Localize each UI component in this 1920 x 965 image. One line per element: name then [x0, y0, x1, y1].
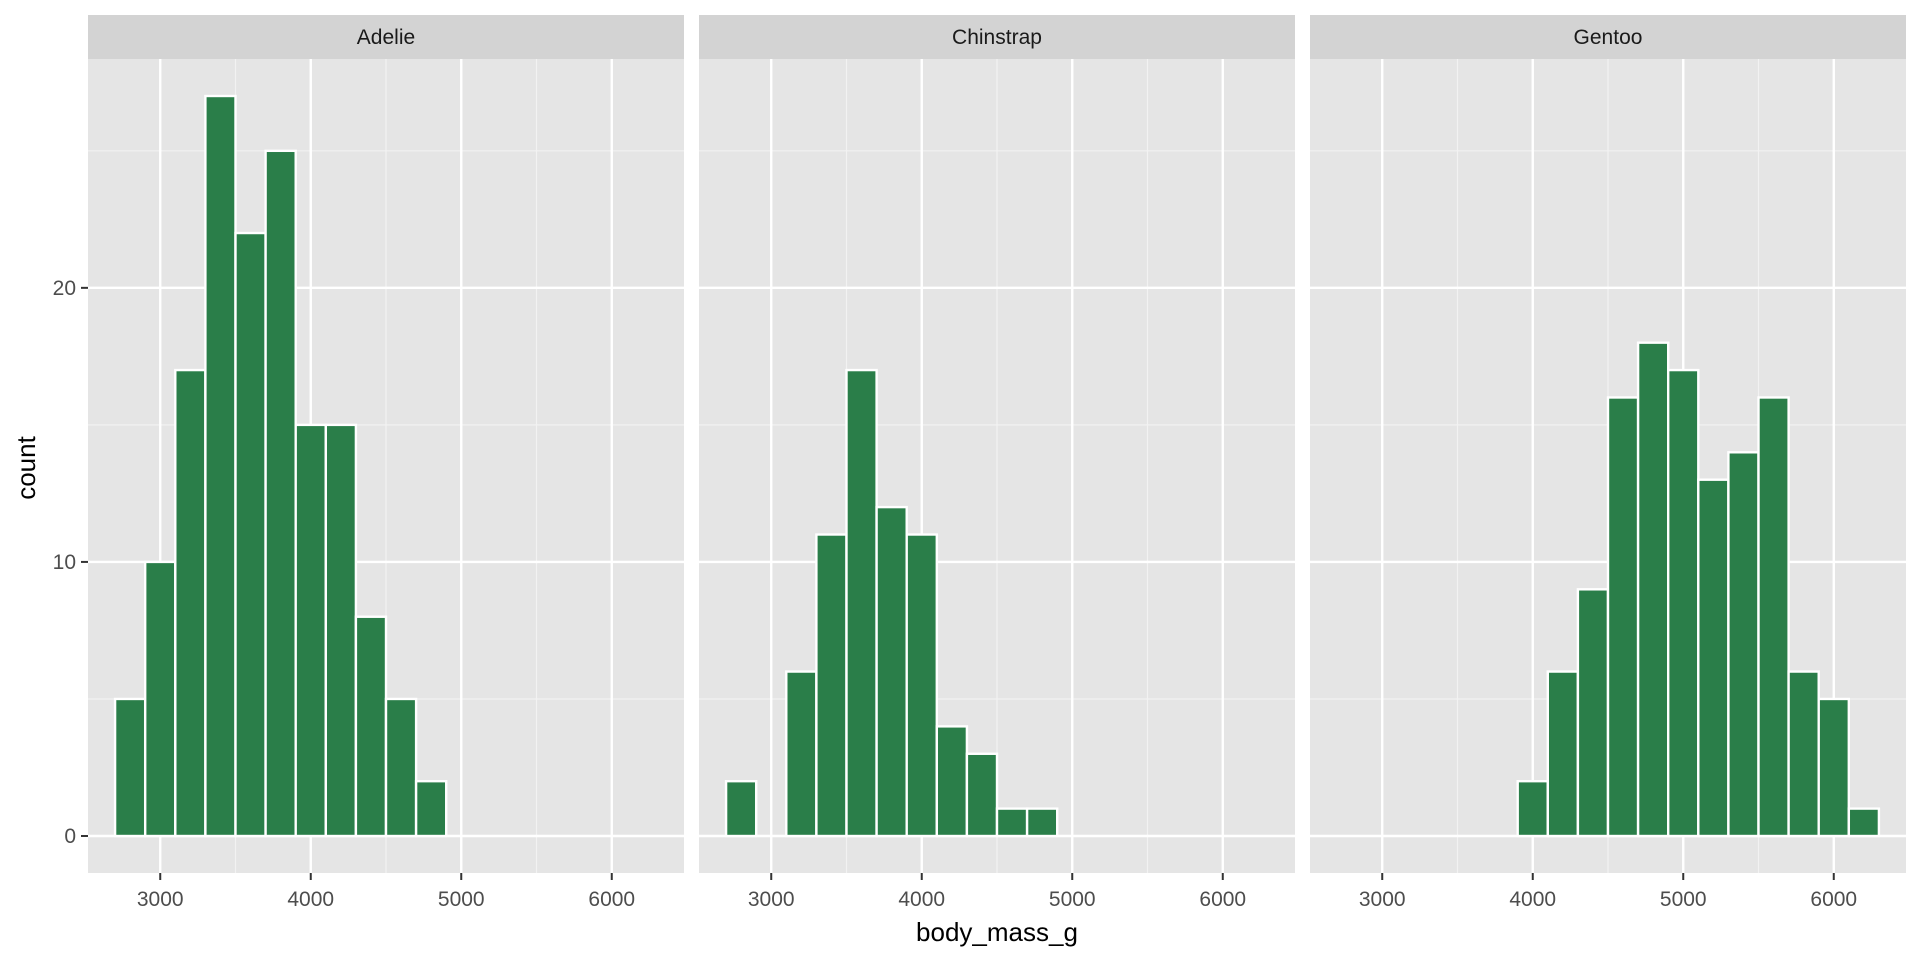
histogram-bar	[845, 368, 878, 838]
histogram-bar	[204, 94, 237, 838]
histogram-bar	[174, 368, 207, 838]
histogram-bar	[143, 560, 177, 838]
x-tick-label: 6000	[588, 888, 635, 911]
histogram-bar	[324, 423, 358, 838]
facet-strip-label: Adelie	[357, 26, 415, 49]
histogram-bar	[354, 615, 388, 838]
histogram-bar	[1606, 396, 1640, 838]
y-tick-label: 20	[53, 277, 76, 300]
histogram-bar	[995, 807, 1029, 838]
x-axis-title: body_mass_g	[916, 917, 1078, 947]
x-tick-label: 3000	[137, 888, 184, 911]
x-tick-label: 5000	[438, 888, 485, 911]
x-tick-label: 6000	[1810, 888, 1857, 911]
histogram-bar	[1817, 697, 1851, 838]
histogram-bar	[935, 725, 969, 838]
x-tick-label: 5000	[1660, 888, 1707, 911]
facet-strip	[1310, 15, 1906, 59]
histogram-bar	[1025, 807, 1059, 838]
histogram-bar	[1546, 670, 1580, 838]
histogram-bar	[875, 505, 908, 838]
histogram-bar	[264, 149, 297, 838]
histogram-bar	[1516, 779, 1549, 838]
x-tick-label: 4000	[1509, 888, 1556, 911]
x-tick-label: 3000	[1359, 888, 1406, 911]
facet-strip-label: Gentoo	[1574, 26, 1643, 49]
histogram-bar	[1697, 478, 1730, 838]
histogram-bar	[113, 697, 147, 838]
histogram-bar	[1636, 341, 1670, 838]
x-tick-label: 4000	[287, 888, 334, 911]
histogram-bar	[414, 779, 448, 838]
y-tick-label: 10	[53, 551, 76, 574]
histogram-bar	[1847, 807, 1881, 838]
histogram-bar	[785, 670, 818, 838]
histogram-bar	[815, 533, 848, 838]
histogram-bar	[294, 423, 327, 838]
histogram-bar	[905, 533, 938, 838]
histogram-bar	[1757, 396, 1790, 838]
histogram-bar	[384, 697, 418, 838]
histogram-bar	[724, 779, 758, 838]
histogram-bar	[234, 231, 267, 838]
histogram-bar	[1787, 670, 1820, 838]
facet-strip-label: Chinstrap	[952, 26, 1042, 49]
facet-strip	[88, 15, 684, 59]
histogram-bar	[1576, 588, 1610, 838]
histogram-bar	[965, 752, 999, 838]
x-tick-label: 6000	[1199, 888, 1246, 911]
y-tick-label: 0	[64, 825, 76, 848]
x-tick-label: 4000	[898, 888, 945, 911]
y-axis-title: count	[11, 435, 41, 499]
histogram-bar	[1667, 368, 1700, 838]
x-tick-label: 5000	[1049, 888, 1096, 911]
x-tick-label: 3000	[748, 888, 795, 911]
histogram-bar	[1727, 451, 1760, 838]
facet-strip	[699, 15, 1295, 59]
